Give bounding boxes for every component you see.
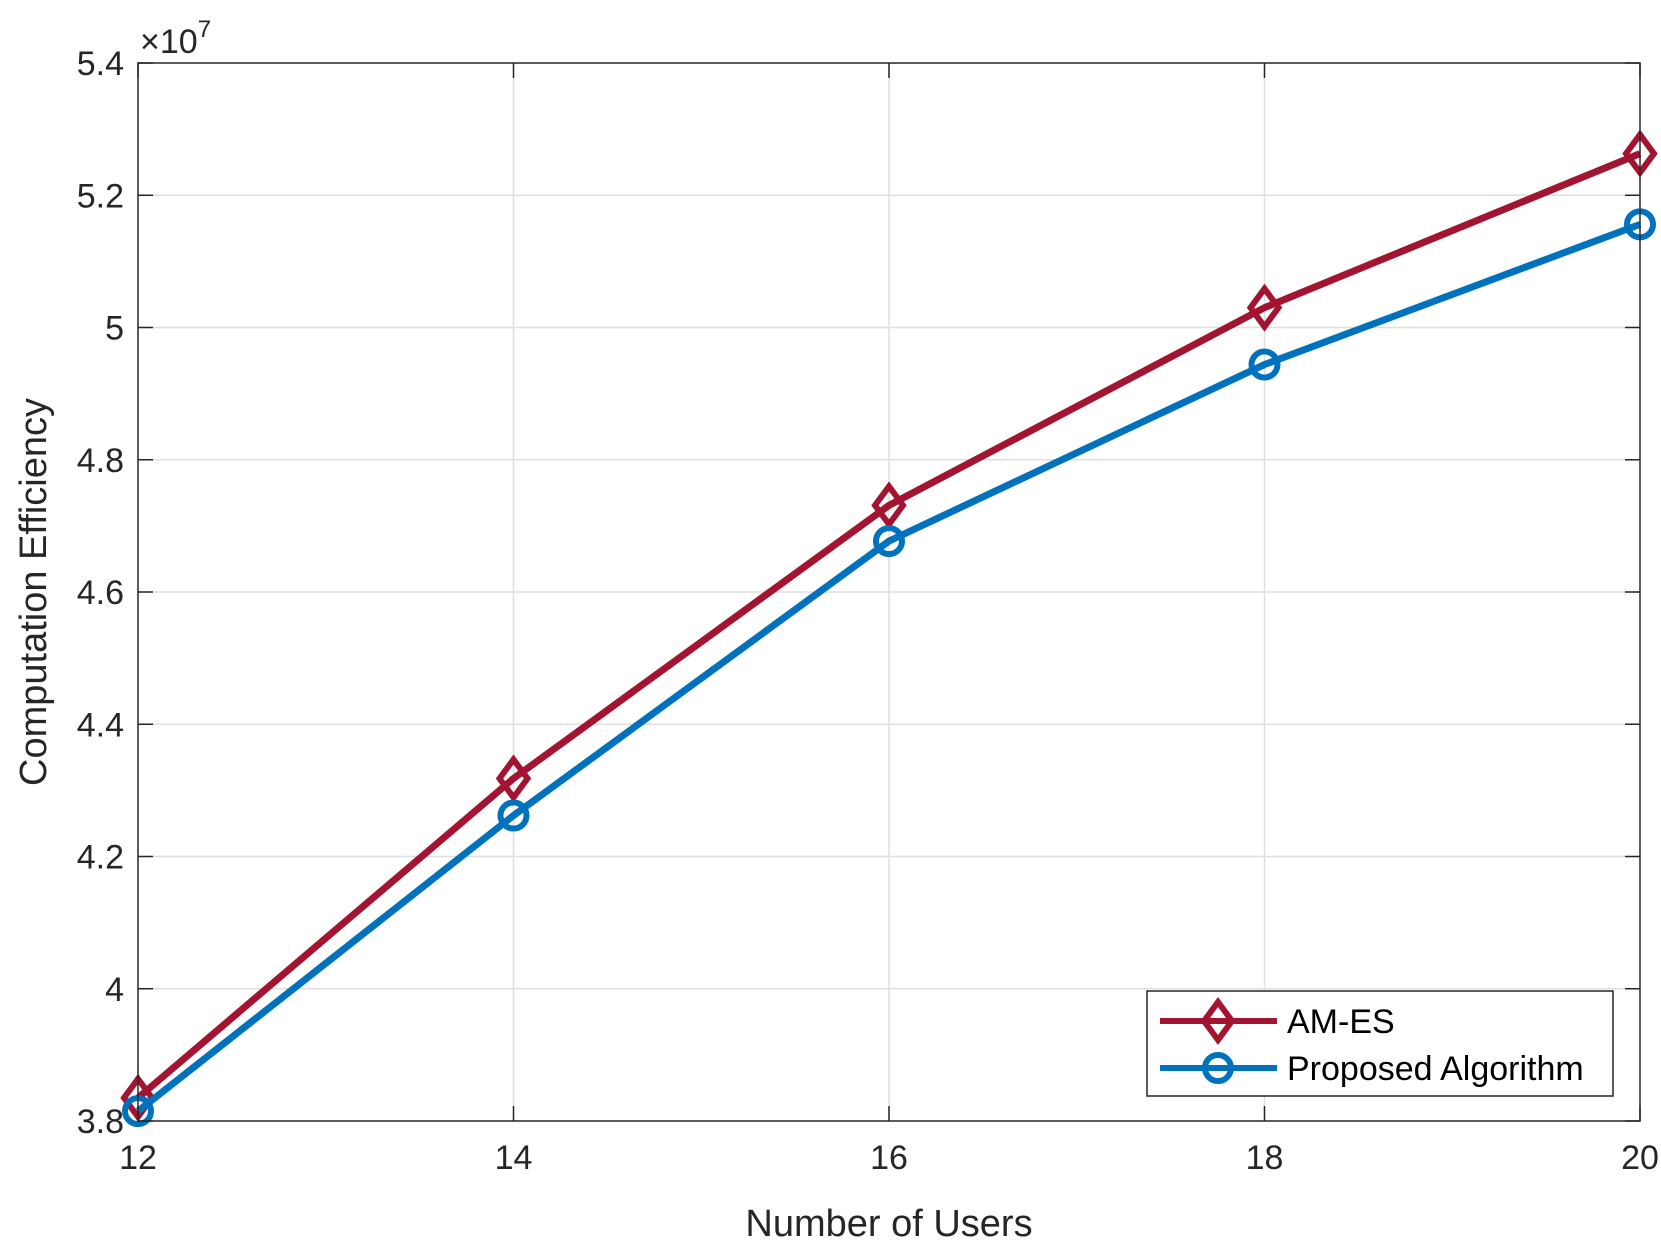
legend: AM-ES Proposed Algorithm [1146, 990, 1614, 1097]
x-tick-label: 16 [870, 1139, 908, 1177]
data-point [1248, 348, 1281, 381]
y-tick-label: 3.8 [77, 1103, 124, 1141]
x-tick-label: 14 [495, 1139, 533, 1177]
series-layer [120, 129, 1658, 1128]
y-tick-label: 4 [105, 971, 124, 1009]
series-line [135, 150, 1642, 1101]
y-exponent-base: ×10 [140, 23, 198, 61]
data-point [1246, 283, 1283, 332]
y-tick-label: 4.4 [77, 706, 124, 744]
y-tick-label: 4.8 [77, 442, 124, 480]
x-tick-label: 18 [1246, 1139, 1284, 1177]
grid-lines [138, 63, 1640, 1121]
y-tick-label: 4.6 [77, 574, 124, 612]
y-exponent-power: 7 [198, 16, 211, 43]
legend-label-am-es: AM-ES [1287, 1003, 1395, 1041]
y-tick-label: 4.2 [77, 839, 124, 877]
data-point [873, 525, 905, 558]
y-tick-label: 5 [105, 310, 124, 348]
x-tick-label: 12 [119, 1139, 157, 1177]
legend-marker-shape [1200, 996, 1236, 1046]
tick-labels: 12 14 16 18 20 3.8 4 4.2 4.4 4.6 4.8 5 5.2 5.4 [77, 45, 1659, 1177]
y-axis-label: Computation Efficiency [13, 398, 55, 786]
series-line [135, 221, 1642, 1114]
data-point [495, 754, 532, 803]
y-exponent-label: ×107 [140, 16, 211, 61]
y-tick-label: 5.4 [77, 45, 124, 83]
legend-marker-proposed [1202, 1052, 1234, 1084]
series-0 [120, 129, 1658, 1122]
y-tick-label: 5.2 [77, 177, 124, 215]
tick-marks [137, 62, 1641, 1122]
data-point [497, 799, 530, 832]
x-tick-label: 20 [1621, 1139, 1659, 1177]
data-point [871, 481, 907, 530]
legend-label-proposed: Proposed Algorithm [1287, 1050, 1584, 1088]
legend-marker-am-es [1200, 996, 1236, 1046]
x-axis-label: Number of Users [745, 1203, 1032, 1245]
legend-marker-shape [1202, 1052, 1234, 1084]
